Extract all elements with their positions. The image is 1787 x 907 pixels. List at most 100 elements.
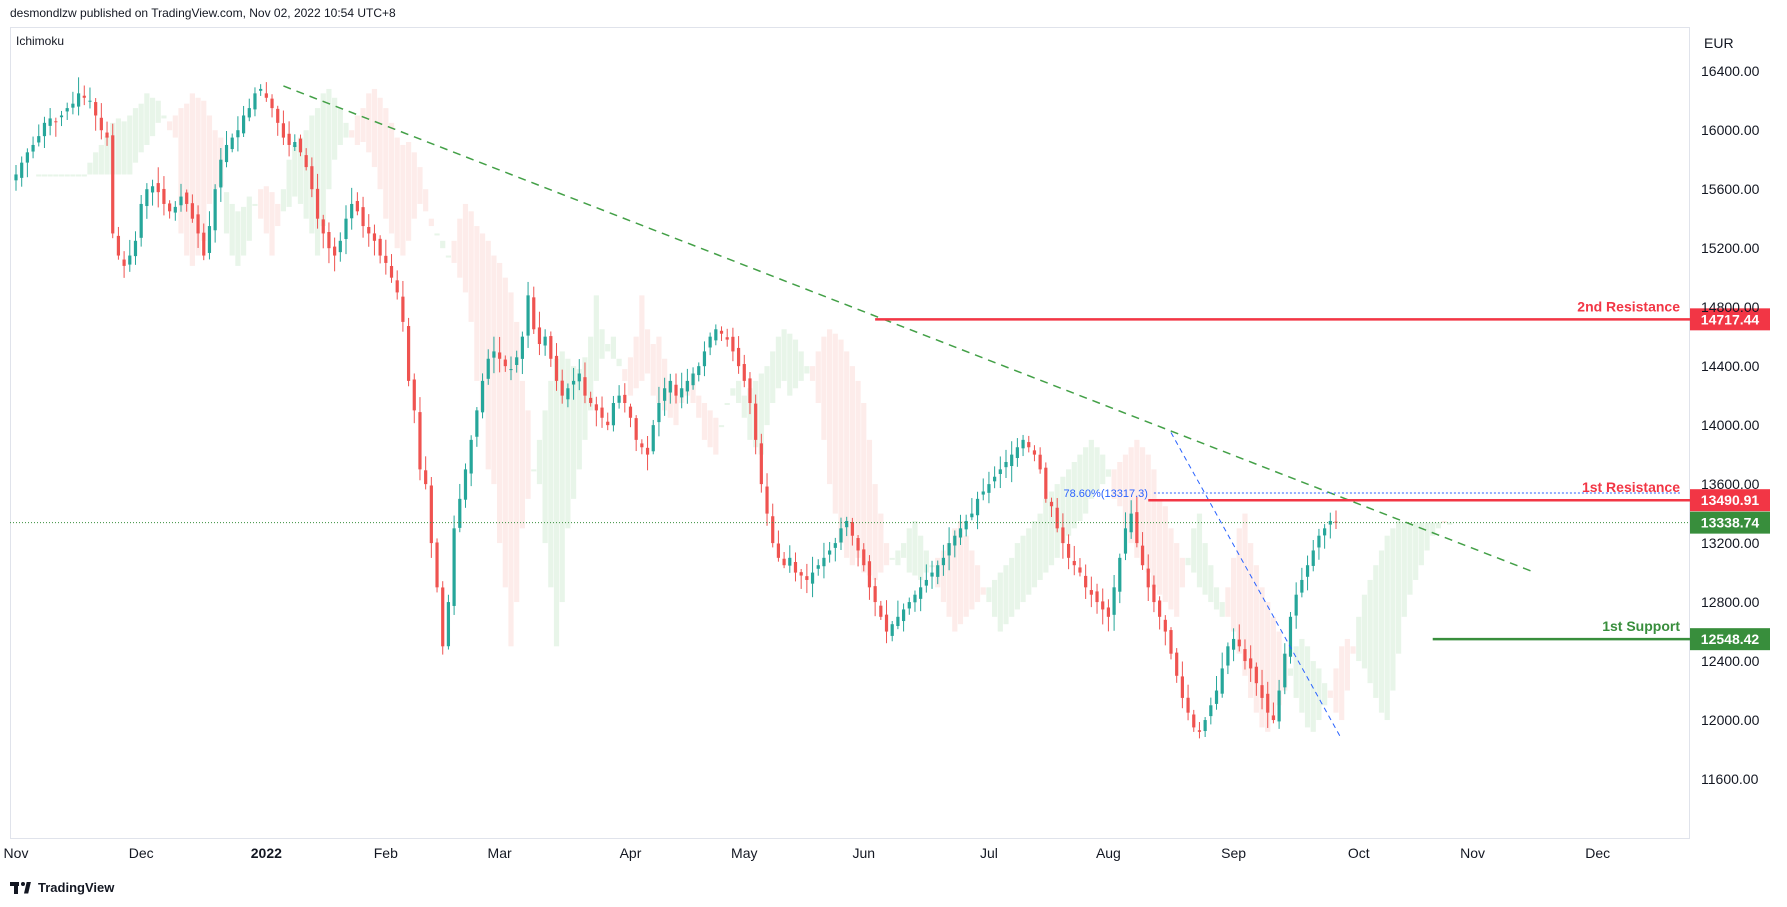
candle [646, 448, 649, 455]
cloud-segment [144, 93, 149, 145]
candle [288, 134, 291, 145]
candle [1107, 607, 1110, 616]
cloud-segment [1305, 646, 1310, 727]
cloud-segment [992, 580, 997, 617]
candle [663, 388, 666, 401]
candle [396, 280, 399, 292]
x-tick-label: Nov [1460, 845, 1485, 861]
candle [333, 247, 336, 256]
candle [874, 586, 877, 602]
cloud-segment [554, 359, 559, 647]
cloud-segment [1345, 639, 1350, 691]
candle [1004, 462, 1007, 467]
x-tick-label: Sep [1221, 845, 1246, 861]
candle [49, 118, 52, 125]
candle [509, 369, 512, 370]
candle [999, 469, 1002, 474]
cloud-segment [855, 381, 860, 558]
x-tick-label: Dec [1585, 845, 1610, 861]
cloud-segment [292, 145, 297, 197]
candle [1061, 527, 1064, 543]
candle [936, 565, 939, 577]
candle [1124, 528, 1127, 553]
x-tick-label: Nov [4, 845, 29, 861]
candle [43, 123, 46, 136]
candle [441, 587, 444, 646]
tradingview-logo[interactable]: TradingView [10, 880, 114, 895]
cloud-segment [161, 115, 166, 118]
candle [350, 204, 353, 218]
candle [424, 470, 427, 484]
candle [623, 395, 626, 403]
candle [1312, 550, 1315, 565]
cloud-segment [406, 142, 411, 241]
candle [293, 142, 296, 147]
candle [1164, 620, 1167, 632]
cloud-segment [1379, 550, 1384, 712]
candle [817, 565, 820, 569]
candle [1186, 698, 1189, 713]
candle [1289, 617, 1292, 657]
candle [390, 266, 393, 278]
cloud-segment [360, 108, 365, 142]
candle [270, 99, 273, 108]
cloud-segment [230, 204, 235, 256]
cloud-segment [53, 174, 58, 176]
candle [1204, 720, 1207, 731]
cloud-segment [799, 351, 804, 380]
candle [839, 528, 842, 542]
candle [765, 487, 768, 514]
candle [640, 443, 643, 447]
candle [794, 562, 797, 573]
cloud-segment [269, 192, 274, 255]
candle [800, 572, 803, 575]
candle [845, 521, 848, 527]
candle [259, 89, 262, 91]
cloud-segment [463, 204, 468, 292]
candle [94, 102, 97, 115]
candle [1135, 512, 1138, 543]
cloud-segment [890, 558, 895, 560]
candle [401, 297, 404, 322]
cloud-segment [873, 484, 878, 580]
candle [828, 550, 831, 554]
candle [71, 104, 74, 108]
x-tick-label: Jul [980, 845, 998, 861]
candle [788, 558, 791, 566]
cloud-segment [1026, 528, 1031, 594]
candle [896, 617, 899, 626]
candle [413, 379, 416, 410]
cloud-segment [1436, 523, 1441, 529]
cloud-segment [173, 115, 178, 137]
candle [492, 351, 495, 357]
candle [993, 477, 996, 482]
cloud-segment [1396, 521, 1401, 654]
cloud-segment [429, 219, 434, 226]
candle [777, 544, 780, 558]
y-tick-label: 11600.00 [1701, 771, 1759, 787]
candle [77, 93, 80, 106]
cloud-segment [139, 104, 144, 153]
candle [919, 587, 922, 599]
cloud-segment [1413, 523, 1418, 580]
cloud-segment [395, 138, 400, 249]
cloud-segment [975, 565, 980, 602]
candle [174, 207, 177, 213]
cloud-segment [981, 587, 986, 594]
candle [521, 337, 524, 359]
x-tick-label: Feb [374, 845, 398, 861]
cloud-segment [537, 440, 542, 484]
cloud-segment [821, 337, 826, 440]
candle [145, 189, 148, 206]
cloud-segment [998, 573, 1003, 632]
cloud-segment [1100, 455, 1105, 484]
cloud-segment [349, 130, 354, 137]
candle [549, 336, 552, 359]
candle [1021, 440, 1024, 448]
cloud-segment [730, 388, 735, 395]
cloud-segment [964, 536, 969, 617]
cloud-segment [440, 241, 445, 248]
cloud-segment [901, 543, 906, 558]
cloud-segment [1020, 536, 1025, 602]
